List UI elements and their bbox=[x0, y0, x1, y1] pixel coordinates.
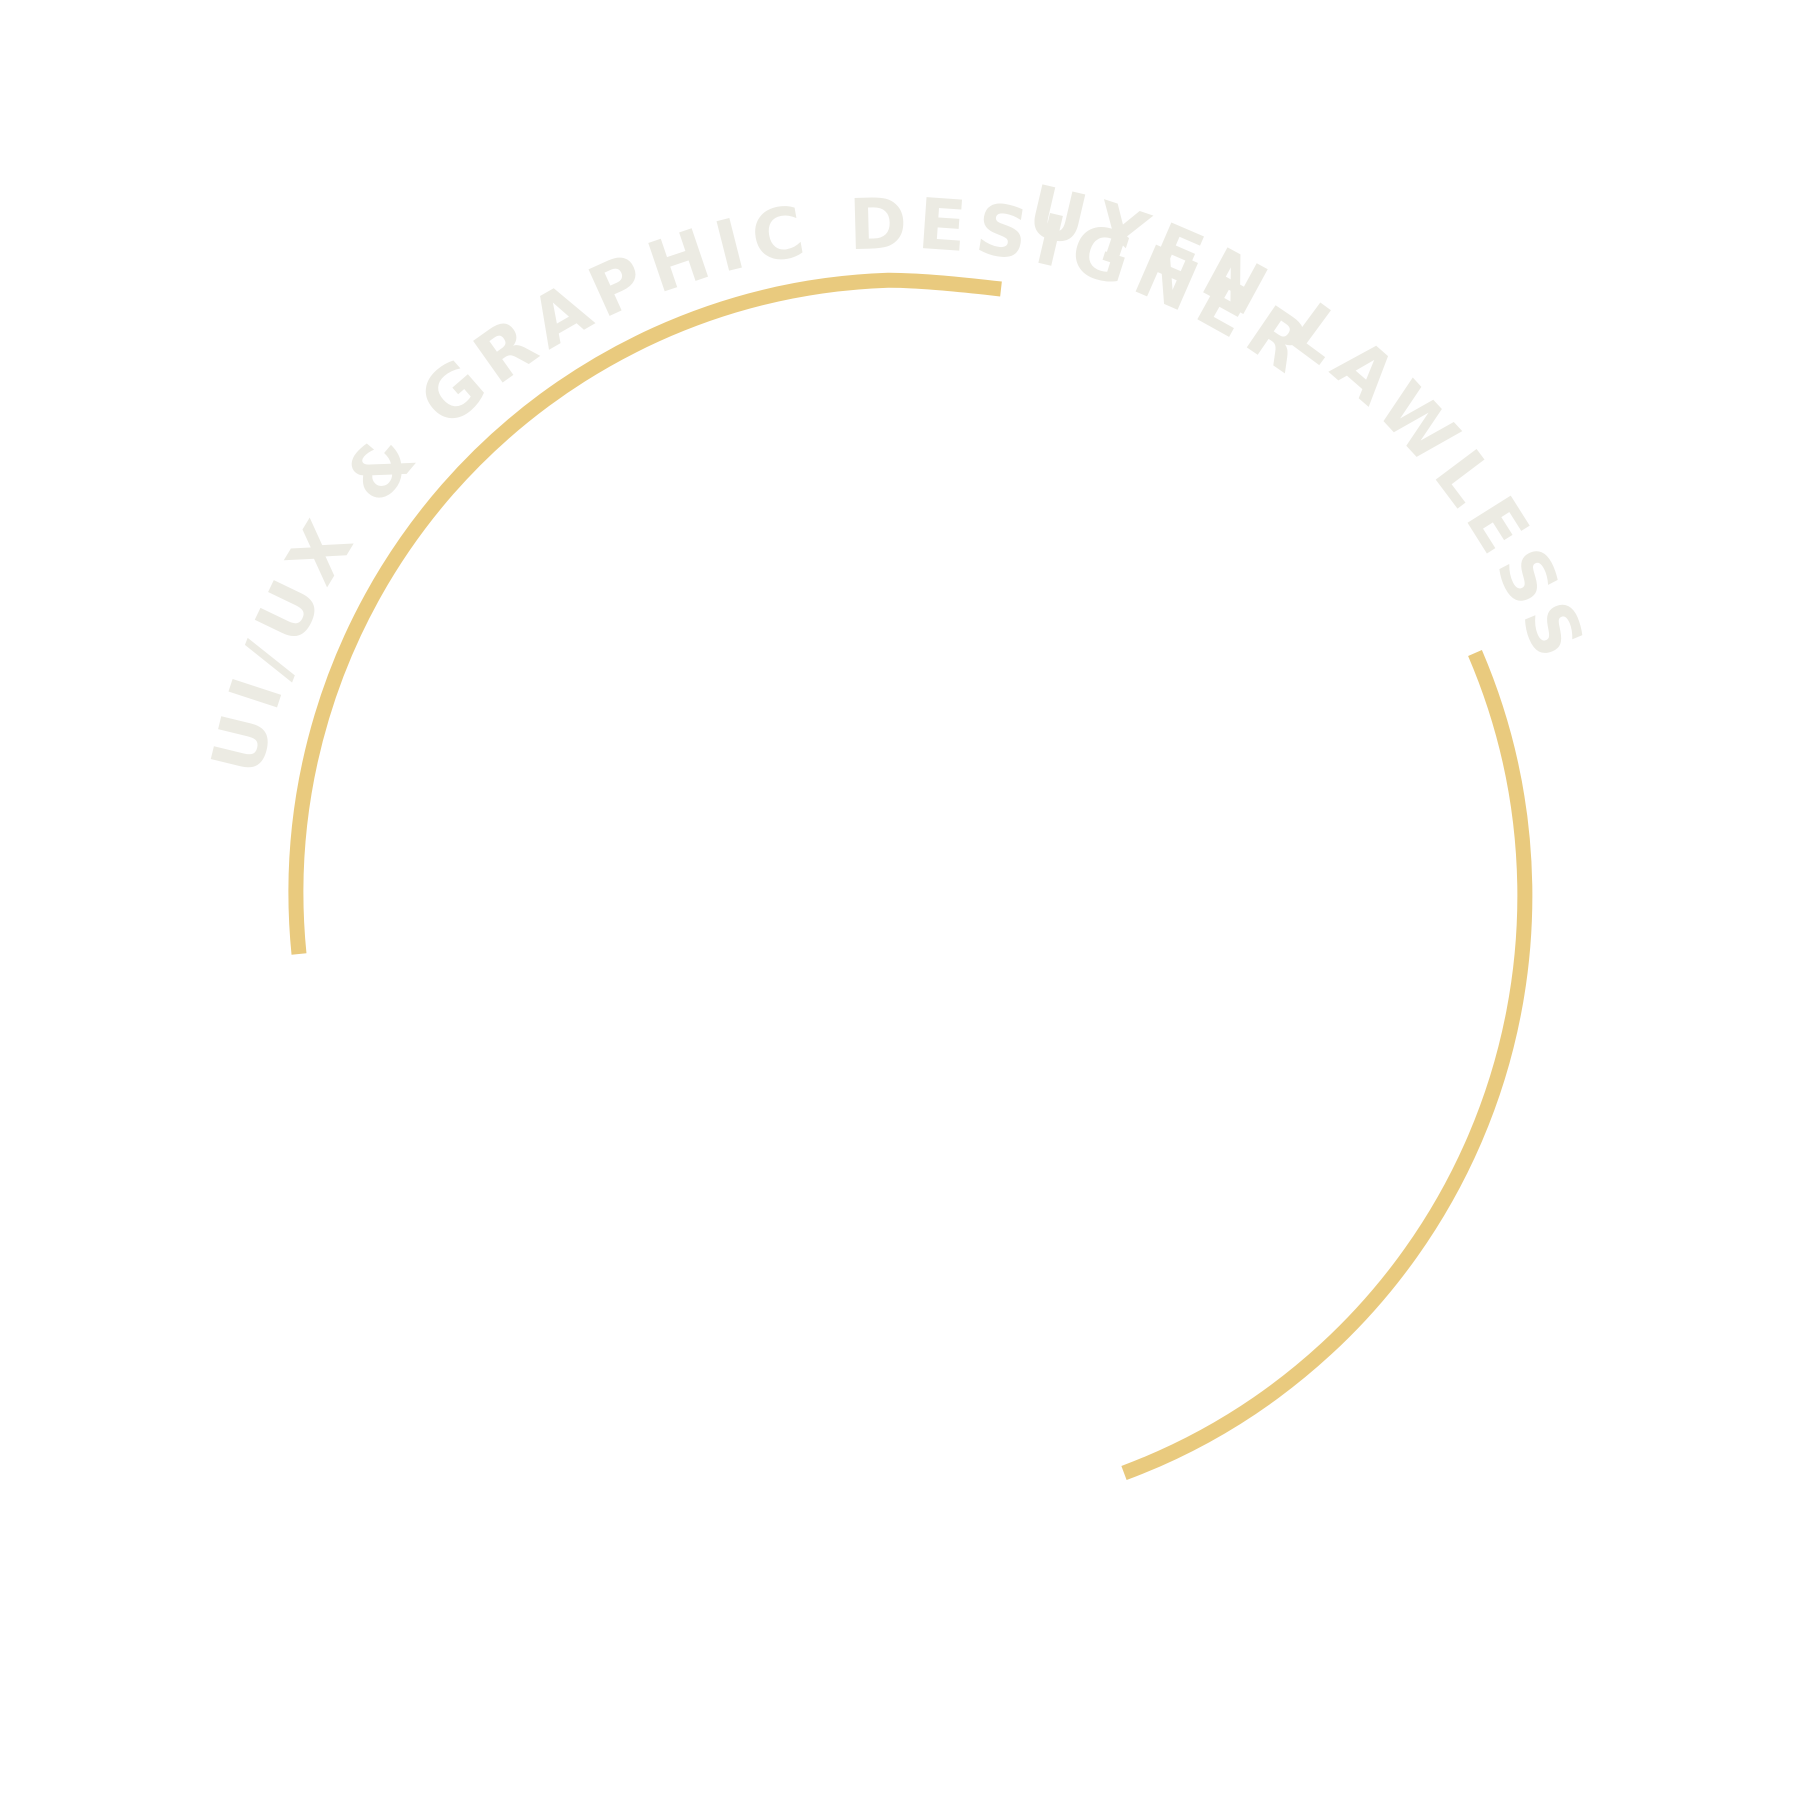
logo-tagline-text: UI/UX & GRAPHIC DESIGNER bbox=[196, 182, 1330, 781]
ring-arc-lower-right bbox=[1121, 650, 1533, 1481]
logo-tagline: UI/UX & GRAPHIC DESIGNER bbox=[196, 182, 1321, 781]
ring-arc-upper-left bbox=[288, 272, 1002, 955]
